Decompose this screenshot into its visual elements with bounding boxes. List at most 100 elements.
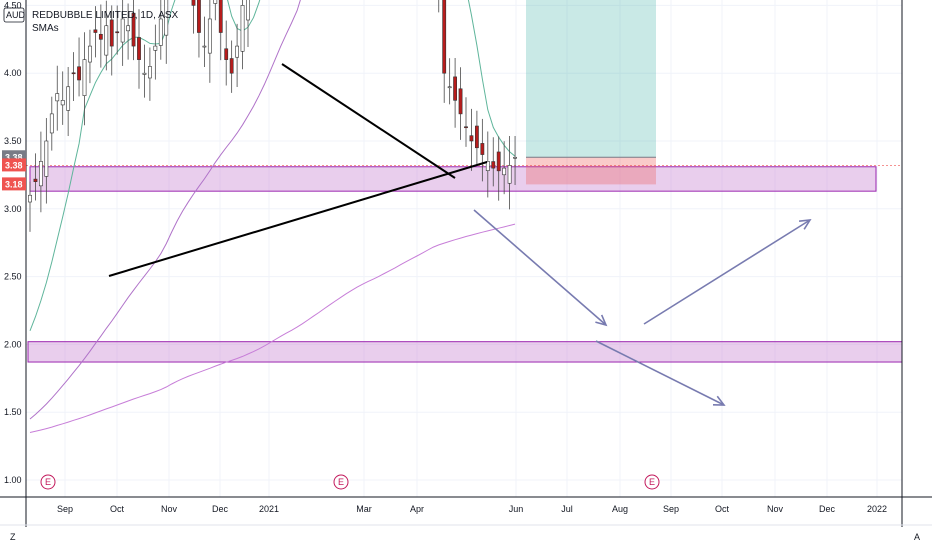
earnings-marker-icon	[333, 474, 349, 490]
candle-body	[491, 161, 496, 169]
price-badges: 4.913.383.383.18	[2, 150, 26, 191]
candle-body	[71, 72, 76, 75]
projection-arrow-down-head	[595, 314, 608, 327]
candle-body	[137, 37, 141, 60]
trendline-drawings[interactable]	[108, 63, 812, 406]
time-tick-label: Aug	[612, 504, 628, 514]
candle-body	[88, 45, 92, 63]
sma-long-line	[29, 223, 516, 433]
candle-body	[28, 194, 32, 203]
candle-body	[191, 0, 196, 6]
candle-body	[126, 25, 131, 32]
earnings-marker-label: E	[338, 477, 344, 487]
candle-body	[98, 33, 103, 40]
candle-body	[33, 178, 38, 182]
candle-body	[447, 86, 452, 89]
candle-body	[246, 0, 250, 21]
price-tick-label: 3.50	[4, 136, 22, 146]
price-tick-label: 2.50	[4, 272, 22, 282]
support-trendline	[108, 161, 488, 277]
candle-body	[458, 88, 463, 115]
indicator-label: SMAs	[32, 23, 59, 34]
timezone-button[interactable]: Z	[10, 532, 16, 542]
candle-body	[469, 135, 474, 142]
earnings-marker-label: E	[649, 477, 655, 487]
time-tick-label: Sep	[663, 504, 679, 514]
zone-rectangle	[27, 341, 903, 363]
candle-body	[235, 45, 240, 58]
candle-body	[153, 45, 158, 51]
price-badge	[2, 177, 26, 191]
candle-body	[93, 29, 98, 33]
earnings-marker-label: E	[45, 477, 51, 487]
time-tick-label: Oct	[715, 504, 730, 514]
time-tick-label: Dec	[212, 504, 229, 514]
candle-body	[115, 31, 120, 34]
support-resistance-zones	[27, 166, 903, 363]
time-tick-label: Jul	[561, 504, 573, 514]
candle-body	[464, 126, 468, 129]
resistance-trendline	[281, 63, 456, 179]
candle-body	[240, 5, 245, 52]
candle-body	[77, 66, 81, 81]
candle-body	[82, 59, 87, 96]
time-tick-label: 2021	[259, 504, 279, 514]
candle-body	[480, 143, 485, 155]
price-tick-label: 1.50	[4, 407, 22, 417]
projection-arrow-breakdown	[595, 340, 725, 406]
candle-body	[507, 165, 512, 184]
candle-body	[148, 66, 152, 79]
candle-body	[55, 93, 60, 102]
candle-body	[49, 113, 54, 134]
price-badge-label: 3.38	[5, 152, 23, 162]
candle-body	[218, 0, 223, 33]
candle-body	[38, 161, 43, 187]
candle-body	[66, 86, 71, 111]
position-stop-area	[526, 157, 656, 185]
projection-arrow-up	[643, 219, 811, 325]
candle-body	[474, 125, 479, 149]
currency-label: AUD	[6, 10, 26, 20]
long-position-tool[interactable]	[26, 0, 902, 185]
chart-title: REDBUBBLE LIMITED, 1D, ASX	[32, 10, 179, 21]
time-tick-label: Apr	[410, 504, 424, 514]
candle-body	[453, 76, 458, 101]
time-tick-label: Nov	[161, 504, 178, 514]
candle-body	[131, 12, 136, 47]
time-tick-label: Sep	[57, 504, 73, 514]
projection-arrow-breakdown-head	[712, 395, 726, 406]
projection-arrow-up-head	[798, 219, 812, 230]
candle-body	[207, 18, 212, 54]
price-badge-label: 3.38	[5, 160, 23, 170]
time-tick-label: Mar	[356, 504, 372, 514]
price-tick-label: 1.00	[4, 475, 22, 485]
time-tick-label: 2022	[867, 504, 887, 514]
projection-arrow-down	[473, 209, 607, 326]
chart-legend: REDBUBBLE LIMITED, 1D, ASX SMAs	[32, 9, 178, 35]
candle-body	[229, 58, 234, 74]
candle-body	[202, 45, 207, 48]
price-tick-label: 4.00	[4, 68, 22, 78]
candle-body	[197, 0, 201, 33]
sma-medium-line	[29, 0, 301, 420]
candle-body	[60, 100, 65, 106]
candle-body	[120, 18, 125, 43]
candle-body	[442, 0, 447, 74]
chart-axes: 7.507.006.506.005.505.004.504.003.503.00…	[0, 0, 932, 527]
price-tick-label: 4.50	[4, 0, 22, 10]
candle-body	[158, 18, 163, 46]
candlesticks	[28, 0, 517, 232]
currency-box	[3, 7, 25, 23]
time-tick-label: Dec	[819, 504, 836, 514]
time-tick-label: Jun	[509, 504, 524, 514]
earnings-marker-icon	[644, 474, 660, 490]
price-tick-label: 3.00	[4, 204, 22, 214]
auto-scale-button[interactable]: A	[914, 532, 920, 542]
candle-body	[224, 48, 229, 60]
price-badge-label: 3.18	[5, 179, 23, 189]
sma-lines	[29, 0, 516, 433]
candle-body	[213, 0, 218, 4]
time-tick-label: Oct	[110, 504, 125, 514]
